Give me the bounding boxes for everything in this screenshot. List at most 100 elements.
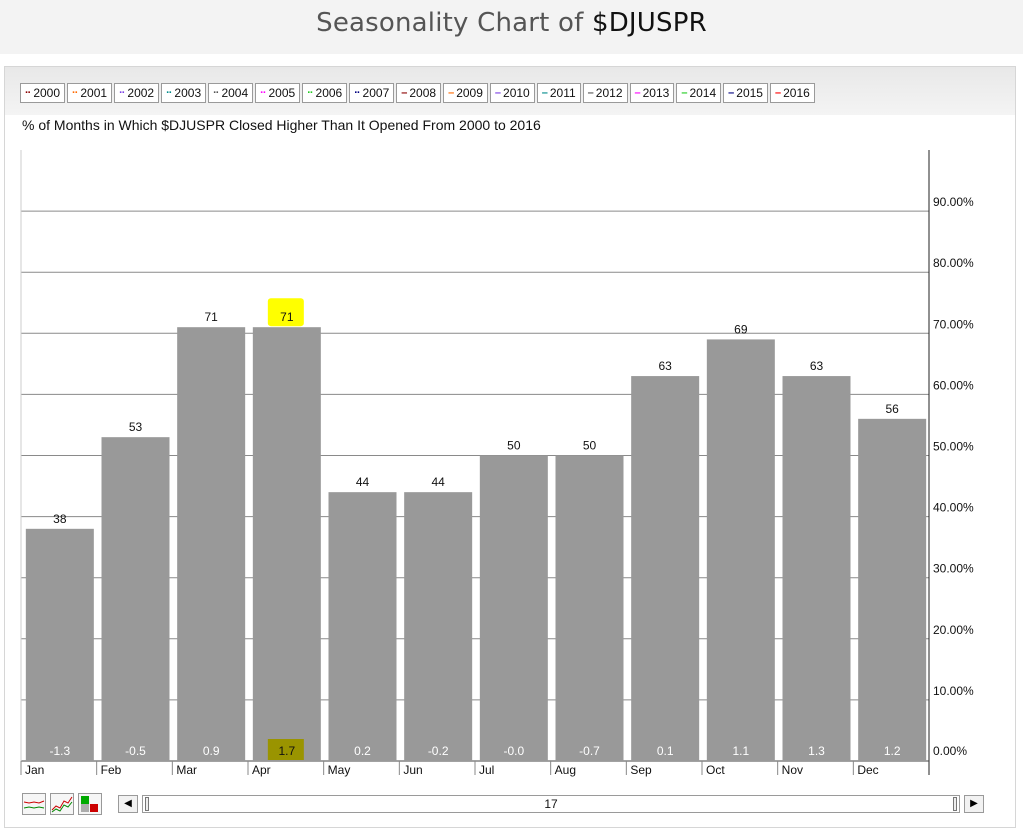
bar-value-label: 50: [507, 439, 521, 453]
scroll-right-button[interactable]: ▶: [964, 795, 984, 813]
avg-change-label: 1.1: [732, 744, 749, 758]
bar-dec[interactable]: [858, 418, 927, 761]
y-tick-label: 20.00%: [933, 623, 974, 637]
legend-item-2016[interactable]: –2016: [769, 83, 815, 103]
bar-apr[interactable]: [252, 327, 321, 761]
bar-value-label: 69: [734, 322, 748, 336]
scroll-handle-right[interactable]: [953, 797, 957, 811]
legend-swatch: ··: [72, 87, 78, 99]
legend-label: 2012: [595, 86, 623, 100]
page-title: Seasonality Chart of $DJUSPR: [0, 8, 1023, 38]
chart-subtitle: % of Months in Which $DJUSPR Closed High…: [22, 117, 541, 133]
legend-item-2005[interactable]: ·· 2005: [255, 83, 301, 103]
year-legend: ·· 2000 ·· 2001 ·· 2002 ·· 2003 ·· 2004 ·· 2005 ·· 20…: [20, 83, 815, 103]
legend-item-2014[interactable]: –2014: [676, 83, 722, 103]
legend-swatch: –: [681, 87, 687, 99]
legend-item-2007[interactable]: ·· 2007: [349, 83, 395, 103]
bar-mar[interactable]: [177, 327, 246, 761]
legend-label: 2003: [174, 86, 202, 100]
bar-sep[interactable]: [631, 376, 700, 761]
legend-swatch: –: [728, 87, 734, 99]
legend-label: 2008: [409, 86, 437, 100]
legend-swatch: ··: [213, 87, 219, 99]
x-tick-label: Oct: [706, 763, 725, 777]
bar-value-label: 53: [129, 420, 143, 434]
y-tick-label: 10.00%: [933, 684, 974, 698]
line-chart-icon[interactable]: [22, 793, 46, 815]
bar-value-label: 63: [810, 359, 824, 373]
legend-label: 2004: [221, 86, 249, 100]
bar-value-label: 38: [53, 512, 67, 526]
bar-nov[interactable]: [782, 376, 851, 761]
legend-label: 2005: [268, 86, 296, 100]
bar-aug[interactable]: [555, 455, 624, 762]
legend-item-2013[interactable]: –2013: [629, 83, 675, 103]
x-tick-label: Dec: [857, 763, 878, 777]
legend-swatch: ··: [166, 87, 172, 99]
bar-oct[interactable]: [706, 339, 775, 761]
legend-swatch: ··: [25, 87, 31, 99]
bar-jan[interactable]: [25, 528, 94, 761]
bar-jul[interactable]: [479, 455, 548, 762]
page-header: Seasonality Chart of $DJUSPR: [0, 0, 1023, 54]
avg-change-label: 0.2: [354, 744, 371, 758]
legend-item-2002[interactable]: ·· 2002: [114, 83, 160, 103]
x-tick-label: Jan: [25, 763, 44, 777]
x-tick-label: May: [328, 763, 351, 777]
legend-swatch: ··: [119, 87, 125, 99]
legend-item-2004[interactable]: ·· 2004: [208, 83, 254, 103]
bar-jun[interactable]: [404, 492, 473, 761]
legend-item-2006[interactable]: ·· 2006: [302, 83, 348, 103]
bar-feb[interactable]: [101, 437, 170, 761]
avg-change-label: 1.3: [808, 744, 825, 758]
bar-value-label: 56: [885, 402, 899, 416]
legend-item-2011[interactable]: –2011: [536, 83, 581, 103]
legend-item-2012[interactable]: –2012: [582, 83, 628, 103]
legend-label: 2011: [549, 86, 576, 100]
legend-label: 2006: [315, 86, 343, 100]
legend-item-2009[interactable]: –2009: [443, 83, 488, 103]
legend-label: 2007: [362, 86, 390, 100]
legend-item-2000[interactable]: ·· 2000: [20, 83, 66, 103]
y-tick-label: 70.00%: [933, 317, 974, 331]
x-tick-label: Feb: [101, 763, 122, 777]
legend-item-2015[interactable]: –2015: [723, 83, 768, 103]
legend-label: 2010: [503, 86, 530, 100]
legend-label: 2016: [783, 86, 810, 100]
legend-swatch: –: [494, 87, 501, 99]
legend-swatch: –: [774, 87, 781, 99]
bar-value-label: 44: [356, 475, 370, 489]
x-tick-label: Jun: [403, 763, 422, 777]
legend-item-2008[interactable]: –2008: [396, 83, 442, 103]
page-title-symbol: $DJUSPR: [591, 8, 707, 38]
scroll-left-button[interactable]: ◀: [118, 795, 138, 813]
avg-change-label: -0.5: [125, 744, 146, 758]
legend-label: 2002: [127, 86, 155, 100]
bar-chart-icon[interactable]: [78, 793, 102, 815]
bar-may[interactable]: [328, 492, 397, 761]
legend-label: 2013: [642, 86, 670, 100]
legend-swatch: –: [401, 87, 407, 99]
avg-change-label: -0.0: [503, 744, 524, 758]
y-tick-label: 80.00%: [933, 256, 974, 270]
bar-value-label: 71: [204, 310, 218, 324]
legend-item-2003[interactable]: ·· 2003: [161, 83, 207, 103]
x-tick-label: Sep: [630, 763, 652, 777]
x-tick-label: Jul: [479, 763, 494, 777]
year-range-scrollbar[interactable]: 17: [142, 795, 960, 813]
scroll-handle-left[interactable]: [145, 797, 149, 811]
legend-item-2001[interactable]: ·· 2001: [67, 83, 113, 103]
legend-swatch: ··: [354, 87, 360, 99]
x-tick-label: Nov: [782, 763, 803, 777]
performance-chart-icon[interactable]: [50, 793, 74, 815]
legend-swatch: ··: [260, 87, 266, 99]
legend-label: 2014: [689, 86, 717, 100]
avg-change-label: 0.1: [657, 744, 674, 758]
bar-value-label: 50: [583, 439, 597, 453]
avg-change-label: -0.7: [579, 744, 600, 758]
y-tick-label: 50.00%: [933, 440, 974, 454]
avg-change-highlight: [267, 739, 304, 760]
legend-swatch: –: [634, 87, 641, 99]
legend-item-2010[interactable]: –2010: [489, 83, 535, 103]
